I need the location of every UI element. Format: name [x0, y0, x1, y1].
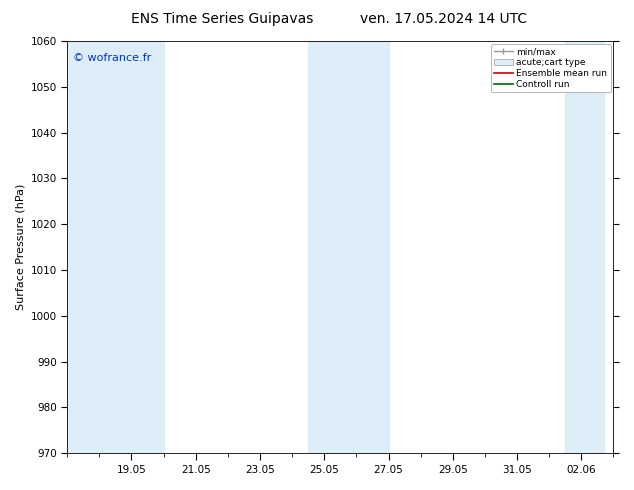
Y-axis label: Surface Pressure (hPa): Surface Pressure (hPa): [15, 184, 25, 310]
Bar: [566, 41, 604, 453]
Text: ENS Time Series Guipavas: ENS Time Series Guipavas: [131, 12, 313, 26]
Text: ven. 17.05.2024 14 UTC: ven. 17.05.2024 14 UTC: [360, 12, 527, 26]
Bar: [308, 41, 389, 453]
Bar: [67, 41, 164, 453]
Text: © wofrance.fr: © wofrance.fr: [73, 53, 151, 63]
Legend: min/max, acute;cart type, Ensemble mean run, Controll run: min/max, acute;cart type, Ensemble mean …: [491, 44, 611, 93]
